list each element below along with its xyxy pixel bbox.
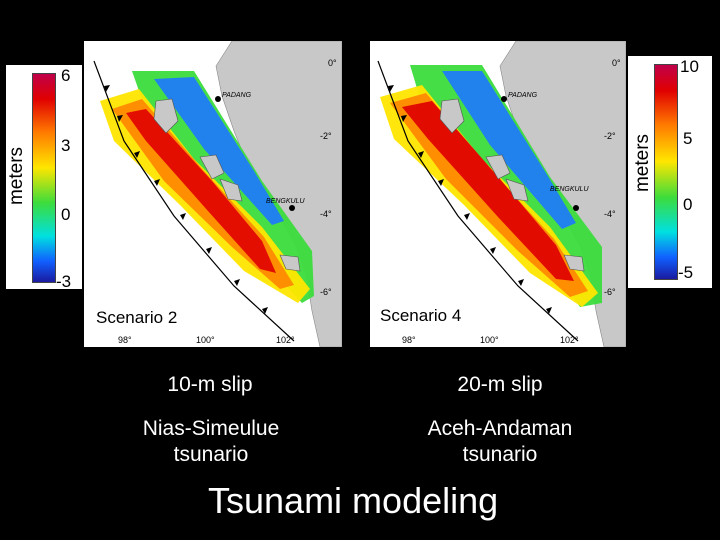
- right-slip-caption: 20-m slip: [457, 373, 543, 396]
- right-source-caption: Aceh-Andaman tsunario: [427, 417, 573, 466]
- lon-tick: 102°: [276, 335, 295, 345]
- right-colorbar-tick: 10: [680, 57, 699, 76]
- lon-tick: 100°: [196, 335, 215, 345]
- city-label: BENGKULU: [550, 186, 589, 193]
- lat-tick: 0°: [328, 58, 337, 68]
- left-colorbar-gradient: [32, 73, 56, 283]
- city-label: PADANG: [508, 92, 538, 99]
- right-colorbar-tick: 5: [683, 129, 693, 148]
- lat-tick: -6°: [604, 287, 616, 297]
- right-colorbar-tick: 0: [683, 195, 693, 214]
- lat-tick: -2°: [320, 131, 332, 141]
- left-colorbar: meters 6 3 0 -3: [6, 65, 82, 291]
- right-colorbar-tick: -5: [678, 263, 694, 282]
- left-map: PADANG BENGKULU 0° -2° -4° -6° 98° 100° …: [84, 41, 342, 347]
- right-colorbar-gradient: [654, 64, 678, 280]
- left-colorbar-tick: 6: [61, 66, 71, 85]
- lat-tick: -4°: [320, 209, 332, 219]
- left-colorbar-tick: 0: [61, 205, 71, 224]
- lon-tick: 98°: [118, 335, 132, 345]
- left-colorbar-tick: -3: [56, 272, 72, 291]
- city-label: BENGKULU: [266, 198, 305, 205]
- left-slip-caption: 10-m slip: [167, 373, 253, 396]
- left-colorbar-tick: 3: [61, 136, 71, 155]
- lon-tick: 102°: [560, 335, 579, 345]
- lat-tick: -6°: [320, 287, 332, 297]
- right-map: PADANG BENGKULU 0° -2° -4° -6° 98° 100° …: [370, 41, 626, 347]
- scenario-label: Scenario 4: [380, 306, 461, 325]
- city-label: PADANG: [222, 92, 252, 99]
- right-colorbar-label: meters: [632, 133, 654, 193]
- lon-tick: 98°: [402, 335, 416, 345]
- lat-tick: 0°: [612, 58, 621, 68]
- left-colorbar-label: meters: [6, 146, 28, 206]
- lon-tick: 100°: [480, 335, 499, 345]
- page-title: Tsunami modeling: [208, 480, 499, 521]
- lat-tick: -2°: [604, 131, 616, 141]
- lat-tick: -4°: [604, 209, 616, 219]
- right-colorbar: 10 5 0 -5 meters: [628, 56, 712, 288]
- left-source-caption: Nias-Simeulue tsunario: [142, 417, 280, 466]
- scenario-label: Scenario 2: [96, 308, 177, 327]
